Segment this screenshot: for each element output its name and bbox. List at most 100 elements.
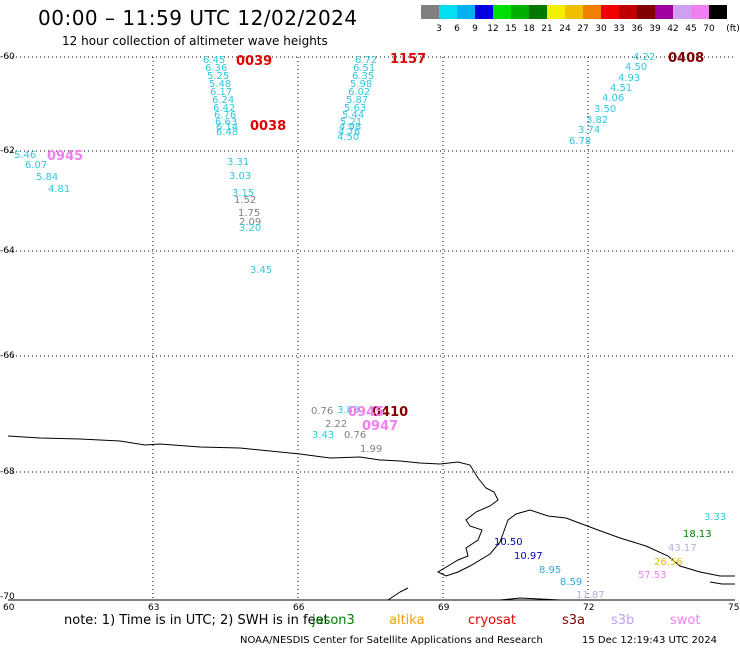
lon-label: 75 (728, 603, 740, 613)
wave-reading: 6.51 (353, 63, 376, 74)
legend-swatch (619, 5, 637, 19)
wave-reading: 6.17 (210, 87, 233, 98)
lat-label: -66 (0, 351, 15, 361)
legend-unit: (ft) (726, 24, 740, 34)
wave-reading: 3.15 (232, 188, 255, 199)
pass-time-label: 0038 (250, 119, 287, 134)
legend-swatch (583, 5, 601, 19)
wave-reading: 3.45 (250, 265, 273, 276)
legend-label: 3 (436, 24, 442, 34)
wave-reading: 2.22 (325, 419, 348, 430)
wave-reading: 5.87 (346, 95, 369, 106)
legend-label: 12 (487, 24, 499, 34)
wave-reading: 57.53 (638, 570, 667, 581)
legend-swatch (493, 5, 511, 19)
legend-label: 27 (577, 24, 589, 34)
lon-label: 63 (148, 603, 160, 613)
wave-reading: 0.76 (344, 430, 367, 441)
legend-swatch (601, 5, 619, 19)
coastline-east (709, 581, 735, 585)
lat-label: -68 (0, 467, 15, 477)
wave-reading: 1.99 (360, 444, 383, 455)
wave-reading: 5.25 (207, 71, 230, 82)
wave-reading: 4.98 (339, 122, 362, 133)
footer-note: note: 1) Time is in UTC; 2) SWH is in fe… (64, 613, 329, 628)
wave-reading: 3.43 (312, 430, 335, 441)
wave-reading: 10.97 (514, 551, 543, 562)
coastline (7, 435, 735, 577)
wave-reading: 6.35 (352, 71, 375, 82)
wave-reading: 4.50 (625, 62, 648, 73)
wave-reading: 6.45 (203, 55, 226, 66)
legend-swatch (439, 5, 457, 19)
wave-reading: 18.13 (683, 529, 712, 540)
wave-reading: 5.98 (350, 79, 373, 90)
wave-reading: 6.24 (212, 95, 235, 106)
wave-reading: 6.02 (348, 87, 371, 98)
wave-reading: 5.63 (344, 103, 367, 114)
legend-label: 18 (523, 24, 535, 34)
grid (8, 56, 735, 600)
wave-reading: 11.87 (576, 590, 605, 601)
wave-reading: 4.81 (48, 184, 71, 195)
legend-label: 45 (685, 24, 697, 34)
legend-swatch (655, 5, 673, 19)
satellite-cryosat: cryosat (468, 613, 516, 628)
generated-timestamp: 15 Dec 12:19:43 UTC 2024 (582, 635, 717, 646)
pass-time-label: 0410 (372, 405, 409, 420)
wave-reading: 6.48 (216, 127, 239, 138)
wave-reading: 6.14 (216, 122, 239, 133)
pass-time-label: 0945 (348, 405, 385, 420)
lat-label: -64 (0, 246, 15, 256)
pass-time-label: 0408 (668, 51, 705, 66)
legend-label: 24 (559, 24, 571, 34)
wave-reading: 4.50 (337, 132, 360, 143)
legend-swatch (691, 5, 709, 19)
legend-label: 9 (472, 24, 478, 34)
satellite-swot: swot (670, 613, 701, 628)
legend-label: 36 (631, 24, 643, 34)
wave-reading: 10.50 (494, 537, 523, 548)
wave-reading: 4.93 (618, 73, 641, 84)
wave-reading: 3.82 (586, 115, 609, 126)
satellite-jason3: jason3 (312, 613, 355, 628)
legend-swatch (511, 5, 529, 19)
wave-reading: 6.72 (355, 55, 378, 66)
wave-reading: 5.84 (36, 172, 59, 183)
lat-label: -62 (0, 146, 15, 156)
credit-line: NOAA/NESDIS Center for Satellite Applica… (240, 635, 543, 646)
wave-reading: 43.17 (668, 543, 697, 554)
wave-reading: 3.50 (594, 104, 617, 115)
lon-label: 60 (3, 603, 15, 613)
wave-reading: 4.22 (633, 52, 656, 63)
legend-label: 33 (613, 24, 625, 34)
lon-label: 69 (438, 603, 450, 613)
legend-label: 21 (541, 24, 553, 34)
satellite-s3a: s3a (562, 613, 586, 628)
legend-label: 42 (667, 24, 679, 34)
legend-swatch (475, 5, 493, 19)
legend-swatch (547, 5, 565, 19)
wave-reading: 4.76 (338, 127, 361, 138)
wave-reading: 5.21 (340, 117, 363, 128)
wave-reading: 5.44 (342, 110, 365, 121)
map-subtitle: 12 hour collection of altimeter wave hei… (62, 34, 328, 48)
wave-reading: 2.09 (239, 217, 262, 228)
pass-time-label: 0945 (47, 149, 84, 164)
wave-reading: 6.63 (215, 117, 238, 128)
wave-reading: 3.03 (229, 171, 252, 182)
legend-label: 6 (454, 24, 460, 34)
wave-reading: 3.88 (337, 405, 360, 416)
legend-swatch (421, 5, 439, 19)
pass-time-label: 0947 (362, 419, 399, 434)
wave-reading: 3.31 (227, 157, 250, 168)
wave-reading: 5.48 (209, 79, 232, 90)
satellite-s3b: s3b (611, 613, 635, 628)
lat-label: -70 (0, 592, 15, 602)
lat-label: -60 (0, 52, 15, 62)
legend-label: 70 (703, 24, 715, 34)
legend-label: 15 (505, 24, 517, 34)
wave-reading: 6.78 (569, 136, 592, 147)
wave-reading: 8.95 (539, 565, 562, 576)
wave-reading: 3.74 (578, 125, 601, 136)
